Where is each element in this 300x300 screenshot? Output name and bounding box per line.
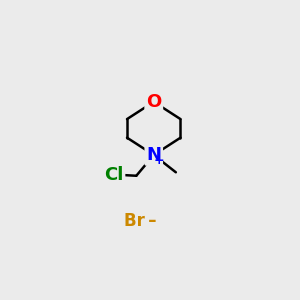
Text: Cl: Cl: [104, 166, 124, 184]
Text: +: +: [154, 154, 164, 166]
Text: N: N: [146, 146, 161, 164]
Text: O: O: [146, 93, 161, 111]
Text: Br –: Br –: [124, 212, 156, 230]
